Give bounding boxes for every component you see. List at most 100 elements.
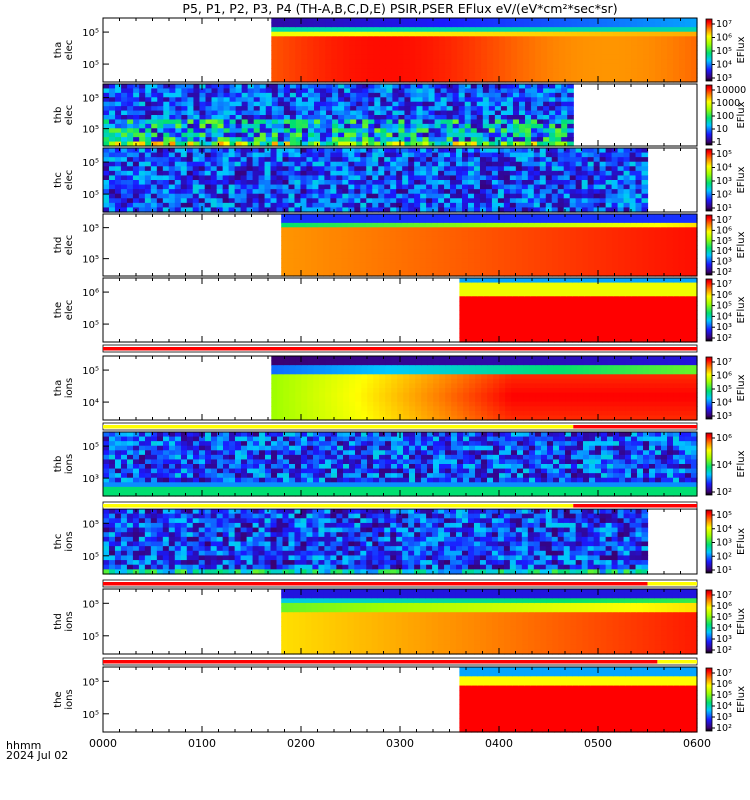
heatmap-cell	[378, 152, 385, 158]
heatmap-cell	[180, 157, 188, 163]
heatmap-cell	[156, 175, 164, 181]
heatmap-cell	[691, 36, 698, 42]
heatmap-cell	[506, 287, 514, 293]
heatmap-cell	[356, 119, 363, 125]
heatmap-cell	[571, 50, 578, 56]
heatmap-cell	[138, 184, 146, 190]
heatmap-cell	[480, 271, 487, 277]
heatmap-cell	[121, 84, 128, 90]
heatmap-cell	[439, 40, 446, 47]
heatmap-cell	[673, 45, 680, 51]
heatmap-cell	[485, 161, 493, 167]
heatmap-cell	[607, 27, 614, 33]
heatmap-cell	[205, 97, 213, 103]
heatmap-cell	[288, 161, 296, 167]
heatmap-cell	[380, 106, 387, 112]
heatmap-cell	[425, 258, 433, 264]
heatmap-cell	[606, 222, 614, 228]
heatmap-cell	[378, 148, 385, 154]
heatmap-cell	[672, 271, 680, 277]
heatmap-cell	[535, 27, 542, 33]
heatmap-cell	[493, 27, 500, 33]
heatmap-cell	[512, 310, 520, 316]
heatmap-cell	[359, 231, 367, 237]
heatmap-cell	[654, 218, 662, 224]
heatmap-cell	[455, 267, 463, 273]
heatmap-cell	[416, 123, 424, 129]
heatmap-cell	[542, 332, 550, 339]
heatmap-cell	[289, 54, 296, 60]
heatmap-cell	[380, 132, 387, 138]
heatmap-cell	[247, 88, 255, 94]
heatmap-cell	[431, 227, 439, 233]
heatmap-cell	[314, 92, 321, 98]
heatmap-cell	[281, 218, 288, 224]
heatmap-cell	[342, 180, 349, 186]
heatmap-cell	[109, 119, 116, 125]
heatmap-cell	[569, 207, 577, 213]
heatmap-cell	[241, 128, 249, 134]
heatmap-cell	[314, 137, 321, 143]
heatmap-cell	[517, 27, 524, 33]
heatmap-cell	[398, 141, 406, 147]
heatmap-cell	[600, 236, 608, 242]
heatmap-cell	[488, 137, 496, 143]
heatmap-cell	[204, 198, 212, 204]
heatmap-cell	[690, 271, 698, 277]
heatmap-cell	[655, 63, 662, 69]
heatmap-cell	[594, 253, 602, 259]
heatmap-cell	[293, 227, 300, 233]
heatmap-cell	[108, 175, 116, 181]
heatmap-cell	[437, 222, 445, 228]
heatmap-cell	[485, 198, 493, 204]
heatmap-cell	[199, 115, 207, 121]
heatmap-cell	[560, 314, 567, 320]
heatmap-cell	[449, 245, 457, 251]
heatmap-cell	[439, 54, 446, 60]
heatmap-cell	[488, 97, 496, 103]
heatmap-cell	[457, 63, 464, 69]
heatmap-cell	[661, 68, 668, 74]
heatmap-cell	[464, 110, 472, 116]
heatmap-cell	[353, 222, 361, 228]
heatmap-cell	[482, 110, 490, 116]
heatmap-cell	[415, 22, 422, 28]
heatmap-cell	[569, 184, 577, 190]
heatmap-cell	[537, 141, 544, 147]
heatmap-cell	[432, 175, 439, 181]
heatmap-cell	[606, 245, 614, 251]
heatmap-cell	[425, 253, 433, 259]
heatmap-cell	[313, 22, 320, 28]
heatmap-cell	[271, 106, 279, 112]
heatmap-cell	[515, 207, 523, 213]
heatmap-cell	[518, 141, 526, 147]
heatmap-cell	[517, 18, 524, 24]
heatmap-cell	[533, 193, 541, 199]
heatmap-cell	[335, 249, 343, 255]
heatmap-cell	[489, 291, 496, 297]
heatmap-cell	[605, 157, 613, 163]
heatmap-cell	[265, 119, 273, 125]
heatmap-cell	[307, 45, 314, 51]
heatmap-cell	[371, 245, 379, 251]
heatmap-cell	[180, 189, 188, 195]
heatmap-cell	[611, 189, 619, 195]
heatmap-cell	[325, 68, 332, 74]
heatmap-cell	[367, 50, 374, 56]
heatmap-cell	[383, 227, 391, 233]
heatmap-cell	[491, 148, 499, 154]
heatmap-cell	[469, 31, 476, 37]
heatmap-cell	[546, 236, 553, 242]
heatmap-cell	[493, 59, 500, 65]
heatmap-cell	[384, 180, 391, 186]
heatmap-cell	[612, 262, 620, 268]
heatmap-cell	[144, 193, 152, 199]
heatmap-cell	[583, 59, 590, 65]
heatmap-cell	[145, 88, 152, 94]
heatmap-cell	[601, 72, 608, 79]
heatmap-cell	[548, 305, 556, 311]
heatmap-cell	[444, 193, 451, 199]
heatmap-cell	[301, 36, 308, 42]
heatmap-cell	[581, 184, 589, 190]
heatmap-cell	[241, 97, 249, 103]
